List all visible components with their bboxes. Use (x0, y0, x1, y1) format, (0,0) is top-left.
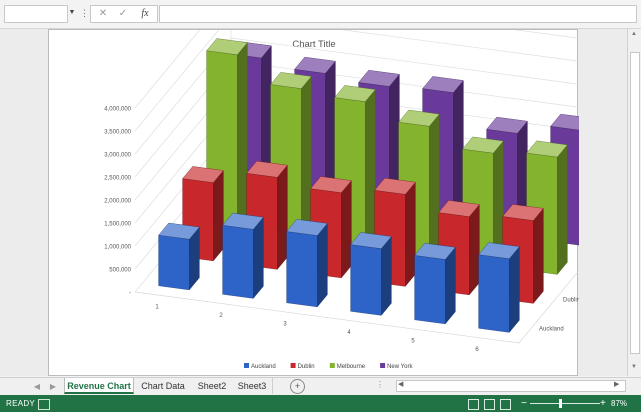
legend-swatch (329, 363, 335, 368)
zoom-in-button[interactable]: + (600, 398, 606, 409)
bar-auckland-6 (478, 242, 520, 333)
formula-bar-resize-icon[interactable]: ⋮ (80, 8, 89, 18)
cancel-x-icon[interactable]: ✕ (98, 8, 108, 19)
function-icon[interactable]: fx (141, 8, 149, 19)
x-tick-label: 6 (475, 347, 479, 353)
y-tick-label: 500,000 (109, 268, 131, 274)
legend-item-auckland: Auckland (244, 363, 276, 370)
y-tick-label: 1,500,000 (104, 222, 131, 228)
scroll-left-icon[interactable]: ◀ (398, 381, 404, 388)
x-tick-label: 4 (347, 330, 351, 336)
page-margin-right (578, 29, 627, 376)
legend-swatch (290, 363, 296, 368)
zoom-level[interactable]: 87% (611, 399, 628, 408)
chart-title[interactable]: Chart Title (292, 39, 335, 50)
sheet-tab-sheet2[interactable]: Sheet2 (192, 378, 233, 394)
scroll-right-icon[interactable]: ▶ (614, 381, 620, 388)
formula-input[interactable] (159, 5, 637, 23)
zoom-slider[interactable] (530, 403, 600, 404)
bar-auckland-1 (158, 222, 200, 291)
y-tick-label: 3,000,000 (104, 153, 131, 159)
y-tick-label: 2,000,000 (104, 199, 131, 205)
x-tick-label: 3 (283, 321, 287, 327)
scroll-down-icon[interactable]: ▼ (631, 364, 637, 370)
legend-label: Auckland (251, 364, 276, 370)
page-margin-left (0, 29, 48, 376)
zoom-out-button[interactable]: − (521, 398, 527, 409)
status-ready: READY (6, 399, 36, 408)
bar-auckland-4 (350, 232, 392, 316)
sheet-tab-sheet3[interactable]: Sheet3 (232, 378, 273, 394)
zoom-slider-knob[interactable] (559, 399, 562, 408)
check-icon[interactable]: ✓ (118, 8, 128, 19)
horizontal-scrollbar[interactable] (396, 380, 626, 392)
name-box[interactable] (4, 5, 68, 23)
page-break-view-icon[interactable] (500, 399, 511, 410)
series-axis-label: Auckland (539, 327, 564, 333)
normal-view-icon[interactable] (468, 399, 479, 410)
y-tick-label: 1,000,000 (104, 245, 131, 251)
page-layout-view-icon[interactable] (484, 399, 495, 410)
legend-label: New York (387, 364, 413, 370)
x-axis-labels: 1 2 3 4 5 6 (155, 304, 479, 353)
legend-item-dublin: Dublin (290, 363, 315, 370)
bar-auckland-2 (222, 212, 264, 299)
name-box-dropdown-icon[interactable]: ▼ (68, 9, 76, 16)
y-tick-label: - (129, 291, 131, 297)
prev-sheet-icon[interactable]: ◀ (33, 382, 41, 391)
legend-item-new-york: New York (380, 363, 413, 370)
bar-auckland-5 (414, 243, 456, 325)
y-tick-label: 2,500,000 (104, 176, 131, 182)
sheet-tab-chart-data[interactable]: Chart Data (134, 378, 193, 394)
tab-split-handle-icon[interactable]: ⋮ (376, 380, 384, 389)
y-tick-label: 4,000,000 (104, 107, 131, 113)
next-sheet-icon[interactable]: ▶ (49, 382, 57, 391)
legend-item-melbourne: Melbourne (329, 363, 366, 370)
legend-swatch (244, 363, 249, 368)
x-tick-label: 2 (219, 313, 223, 319)
legend-swatch (380, 363, 386, 368)
sheet-tab-revenue-chart[interactable]: Revenue Chart (64, 378, 134, 394)
cell-mode-icon[interactable] (38, 399, 50, 410)
chart-bars (158, 38, 592, 333)
status-bar: READY − + 87% (0, 395, 641, 412)
x-tick-label: 1 (155, 304, 159, 310)
chart-plot: Chart Title - 500,000 1,000,000 1,500,000 2,… (104, 0, 637, 370)
legend-label: Melbourne (337, 364, 366, 370)
formula-buttons: ✕ ✓ fx (90, 5, 158, 23)
add-sheet-button[interactable]: + (290, 379, 305, 394)
legend-label: Dublin (298, 364, 315, 370)
chart-area[interactable]: Chart Title - 500,000 1,000,000 1,500,000 2,… (48, 0, 637, 376)
x-tick-label: 5 (411, 338, 415, 344)
vertical-scroll-thumb[interactable] (630, 52, 640, 354)
y-axis-labels: - 500,000 1,000,000 1,500,000 2,000,000 2,500… (104, 107, 131, 297)
y-tick-label: 3,500,000 (104, 130, 131, 136)
chart-legend[interactable]: Auckland Dublin Melbourne New York (244, 363, 413, 370)
series-axis-label: Dublin (563, 298, 579, 304)
bar-auckland-3 (286, 219, 328, 308)
scroll-up-icon[interactable]: ▲ (631, 31, 637, 37)
